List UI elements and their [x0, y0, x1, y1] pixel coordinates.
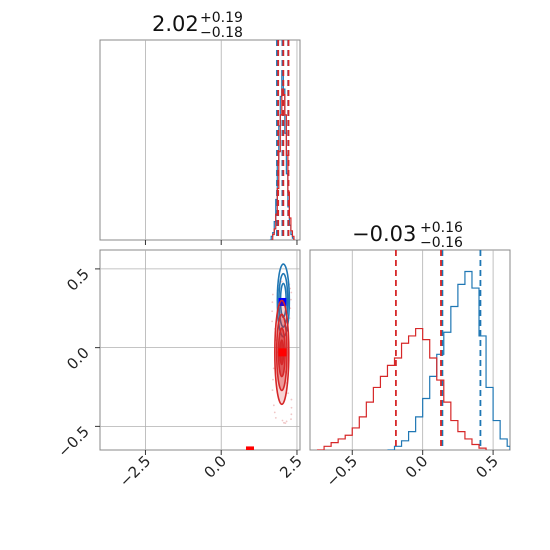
marginal-histogram-param1-frame [99, 39, 301, 241]
joint-sample-point [285, 420, 288, 423]
joint-plot-area [100, 250, 300, 450]
joint-ytick-label-1: 0.0 [63, 344, 93, 374]
joint-sample-point [283, 421, 285, 424]
joint-sample-point [290, 406, 293, 409]
joint-sample-point [271, 320, 274, 323]
joint-sample-point [290, 298, 292, 301]
param1-title-upper: +0.19 [200, 10, 243, 26]
joint-sample-point [280, 280, 283, 283]
marginal-histogram-param1: 2.02 +0.19 −0.18 [99, 10, 301, 245]
joint-sample-point [290, 398, 293, 401]
joint-xtick-label-2: 2.5 [276, 452, 306, 482]
param1-title-value: 2.02 [152, 12, 199, 36]
p3-plot-area [317, 250, 510, 450]
joint-sample-point [272, 378, 274, 381]
marginal-histogram-param2-frame [309, 249, 511, 451]
param1-title-lower: −0.18 [200, 25, 243, 41]
joint-sample-point [274, 416, 277, 419]
joint-sample-point [287, 392, 290, 395]
joint-sample-point [271, 301, 274, 304]
joint-xtick-label-1: 0.0 [200, 452, 230, 482]
p3-xtick-label-0: −0.5 [323, 452, 361, 490]
joint-sample-point [271, 389, 274, 392]
joint-xtick-label-0: −2.5 [116, 452, 154, 490]
marginal-histogram-param2: −0.03 +0.16 −0.16 −0.5 0.0 0.5 [309, 220, 511, 491]
joint-marker-series-1 [278, 348, 287, 357]
joint-marker-series-0 [278, 297, 287, 306]
joint-sample-point [284, 422, 287, 425]
joint-sample-point [290, 413, 293, 416]
p3-xtick-label-2: 0.5 [472, 452, 502, 482]
param2-title-upper: +0.16 [420, 220, 463, 236]
p3-xtick-label-1: 0.0 [402, 452, 432, 482]
param2-title-lower: −0.16 [420, 235, 463, 251]
joint-sample-point [271, 293, 274, 296]
p3-histogram-series-1 [317, 327, 487, 450]
param2-title-value: −0.03 [352, 222, 416, 246]
joint-sample-point [271, 310, 274, 313]
joint-contour-panel: −2.5 0.0 2.5 0.5 0.0 −0.5 [54, 249, 306, 491]
joint-sample-point [273, 411, 276, 414]
joint-sample-point [290, 291, 293, 294]
p1-plot-area [145, 40, 298, 240]
joint-sample-point [290, 418, 292, 421]
joint-extra-marker [246, 446, 254, 450]
joint-contour-frame [99, 249, 301, 451]
joint-ytick-label-2: −0.5 [54, 422, 92, 460]
joint-ytick-label-0: 0.5 [63, 265, 93, 295]
p1-histogram-series-1 [271, 88, 295, 240]
joint-sample-point [272, 404, 275, 407]
joint-sample-point [281, 419, 284, 422]
p3-histogram-series-0 [387, 270, 510, 450]
joint-sample-point [272, 367, 275, 370]
